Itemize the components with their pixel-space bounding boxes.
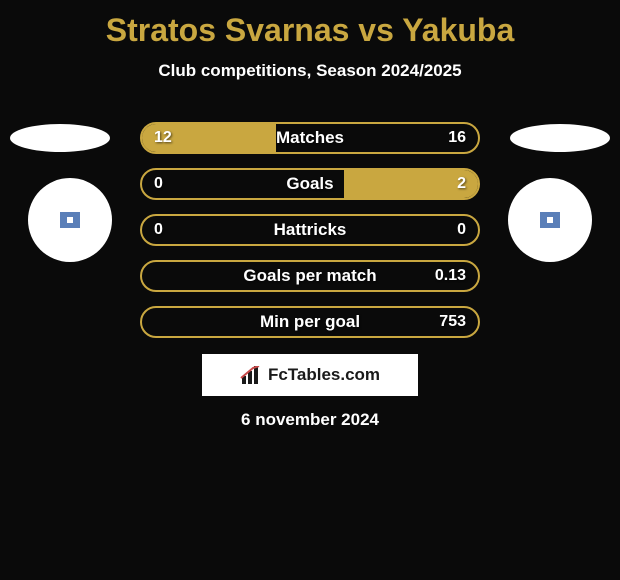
player-avatar-left	[28, 178, 112, 262]
stat-row-mpg: Min per goal 753	[140, 306, 480, 338]
shirt-icon	[544, 214, 556, 226]
brand-text: FcTables.com	[268, 365, 380, 385]
stat-label: Goals per match	[142, 262, 478, 290]
stat-row-goals: 0 Goals 2	[140, 168, 480, 200]
player-icon-right	[540, 212, 560, 228]
comparison-subtitle: Club competitions, Season 2024/2025	[0, 61, 620, 81]
stat-label: Goals	[142, 170, 478, 198]
stat-value-right: 0.13	[435, 262, 466, 290]
stat-value-right: 2	[457, 170, 466, 198]
player-avatar-right	[508, 178, 592, 262]
player-ellipse-right	[510, 124, 610, 152]
player-icon-left	[60, 212, 80, 228]
stat-row-gpm: Goals per match 0.13	[140, 260, 480, 292]
stat-row-matches: 12 Matches 16	[140, 122, 480, 154]
brand-badge: FcTables.com	[202, 354, 418, 396]
stat-label: Min per goal	[142, 308, 478, 336]
shirt-icon	[64, 214, 76, 226]
stat-row-hattricks: 0 Hattricks 0	[140, 214, 480, 246]
comparison-title: Stratos Svarnas vs Yakuba	[0, 0, 620, 49]
stat-value-right: 0	[457, 216, 466, 244]
stat-value-right: 16	[448, 124, 466, 152]
chart-icon	[240, 366, 262, 384]
stats-bars: 12 Matches 16 0 Goals 2 0 Hattricks 0 Go…	[140, 122, 480, 352]
comparison-date: 6 november 2024	[0, 410, 620, 430]
stat-value-right: 753	[439, 308, 466, 336]
stat-label: Hattricks	[142, 216, 478, 244]
player-ellipse-left	[10, 124, 110, 152]
stat-label: Matches	[142, 124, 478, 152]
